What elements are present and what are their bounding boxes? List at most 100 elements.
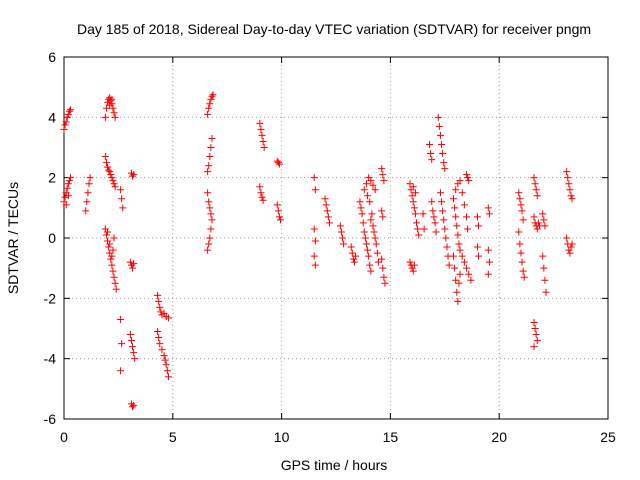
data-point xyxy=(101,153,109,161)
data-point xyxy=(366,261,374,269)
data-point xyxy=(475,222,483,230)
data-point xyxy=(532,331,540,339)
data-point xyxy=(460,258,468,266)
data-point xyxy=(520,273,528,281)
data-point xyxy=(205,240,213,248)
data-point xyxy=(356,198,364,206)
data-point xyxy=(464,225,472,233)
data-point xyxy=(258,193,266,201)
data-point xyxy=(364,192,372,200)
data-point xyxy=(455,240,463,248)
data-point xyxy=(451,204,459,212)
data-point xyxy=(463,264,471,272)
data-point xyxy=(415,231,423,239)
data-point xyxy=(83,198,91,206)
data-point xyxy=(450,252,458,260)
data-point xyxy=(105,243,113,251)
data-point xyxy=(456,246,464,254)
data-point xyxy=(371,186,379,194)
data-point xyxy=(323,207,331,215)
data-point xyxy=(443,243,451,251)
data-point xyxy=(108,174,116,182)
data-point xyxy=(439,207,447,215)
data-point xyxy=(368,210,376,218)
data-point xyxy=(374,258,382,266)
data-point xyxy=(60,125,68,133)
data-point xyxy=(451,264,459,272)
data-point xyxy=(340,240,348,248)
x-tick-label: 10 xyxy=(274,429,290,445)
data-point xyxy=(540,264,548,272)
x-tick-label: 20 xyxy=(491,429,507,445)
data-point xyxy=(453,222,461,230)
data-point xyxy=(484,270,492,278)
data-point xyxy=(126,331,134,339)
data-point xyxy=(360,228,368,236)
data-point xyxy=(63,184,71,192)
data-point xyxy=(67,106,75,114)
y-tick-label: -4 xyxy=(44,351,57,367)
data-point xyxy=(367,177,375,185)
data-point xyxy=(357,204,365,212)
data-point xyxy=(431,219,439,227)
data-point xyxy=(257,189,265,197)
data-point xyxy=(485,210,493,218)
data-point xyxy=(155,297,163,305)
x-tick-label: 0 xyxy=(60,429,68,445)
data-point xyxy=(109,246,117,254)
data-point xyxy=(372,240,380,248)
data-point xyxy=(566,186,574,194)
data-point xyxy=(406,180,414,188)
data-point xyxy=(274,159,282,167)
data-point xyxy=(62,201,70,209)
y-tick-label: 6 xyxy=(48,49,56,65)
data-point xyxy=(406,258,414,266)
data-point xyxy=(259,137,267,145)
data-point xyxy=(164,314,172,322)
data-point xyxy=(541,222,549,230)
data-point xyxy=(440,216,448,224)
data-point xyxy=(517,201,525,209)
data-point xyxy=(130,171,138,179)
data-point xyxy=(410,261,418,269)
data-point xyxy=(337,228,345,236)
data-point xyxy=(84,189,92,197)
data-point xyxy=(205,162,213,170)
data-point xyxy=(158,346,166,354)
data-point xyxy=(207,225,215,233)
data-point xyxy=(275,160,283,168)
data-point xyxy=(567,243,575,251)
data-point xyxy=(518,258,526,266)
data-point xyxy=(119,204,127,212)
data-point xyxy=(108,252,116,260)
data-point xyxy=(205,198,213,206)
data-point xyxy=(541,276,549,284)
data-point xyxy=(438,198,446,206)
data-point xyxy=(275,213,283,221)
data-point xyxy=(517,249,525,257)
data-point xyxy=(348,249,356,257)
data-point xyxy=(456,270,464,278)
data-point xyxy=(310,174,318,182)
data-point xyxy=(465,270,473,278)
data-point xyxy=(531,180,539,188)
data-point xyxy=(256,119,264,127)
data-point xyxy=(208,92,216,100)
data-point xyxy=(129,172,137,180)
x-tick-label: 15 xyxy=(383,429,399,445)
data-point xyxy=(373,249,381,257)
data-point xyxy=(61,193,69,201)
data-point xyxy=(530,318,538,326)
data-point xyxy=(310,225,318,233)
data-point xyxy=(414,225,422,233)
data-point xyxy=(542,288,550,296)
data-point xyxy=(129,343,137,351)
data-point xyxy=(311,186,319,194)
data-point xyxy=(207,210,215,218)
data-point xyxy=(379,171,387,179)
data-point xyxy=(277,216,285,224)
data-point xyxy=(518,207,526,215)
data-point xyxy=(206,153,214,161)
data-point xyxy=(409,183,417,191)
data-point xyxy=(108,95,116,103)
